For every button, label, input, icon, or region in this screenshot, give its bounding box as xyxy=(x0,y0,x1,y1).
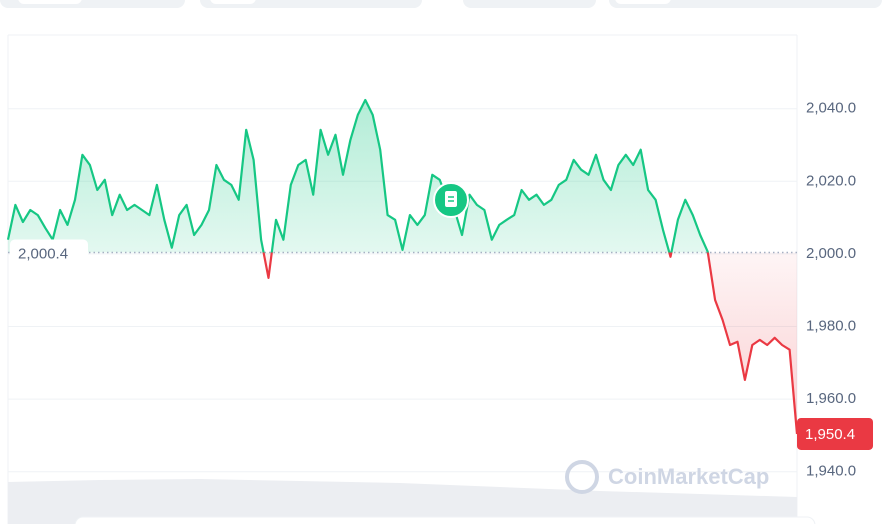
baseline-label-bg xyxy=(10,239,88,266)
y-tick-label: 2,040.0 xyxy=(806,100,856,117)
area xyxy=(8,100,797,434)
y-tick-label: 1,980.0 xyxy=(806,317,856,334)
y-tick-label: 1,940.0 xyxy=(806,463,856,480)
current-price-box xyxy=(797,417,873,450)
baseline-label: 2,000.4 xyxy=(18,245,68,262)
watermark-text: CoinMarketCap xyxy=(608,464,769,489)
current-price-label: 1,950.4 xyxy=(805,426,855,443)
y-tick-label: 1,960.0 xyxy=(806,390,856,407)
note-icon[interactable] xyxy=(433,182,469,218)
watermark: CoinMarketCap xyxy=(565,460,769,494)
y-tick-label: 2,020.0 xyxy=(806,172,856,189)
volume-bars xyxy=(8,479,797,524)
price-line xyxy=(6,98,799,435)
top-tabs xyxy=(0,0,882,8)
range-slider[interactable] xyxy=(74,516,816,524)
y-tick-label: 2,000.0 xyxy=(806,245,856,262)
